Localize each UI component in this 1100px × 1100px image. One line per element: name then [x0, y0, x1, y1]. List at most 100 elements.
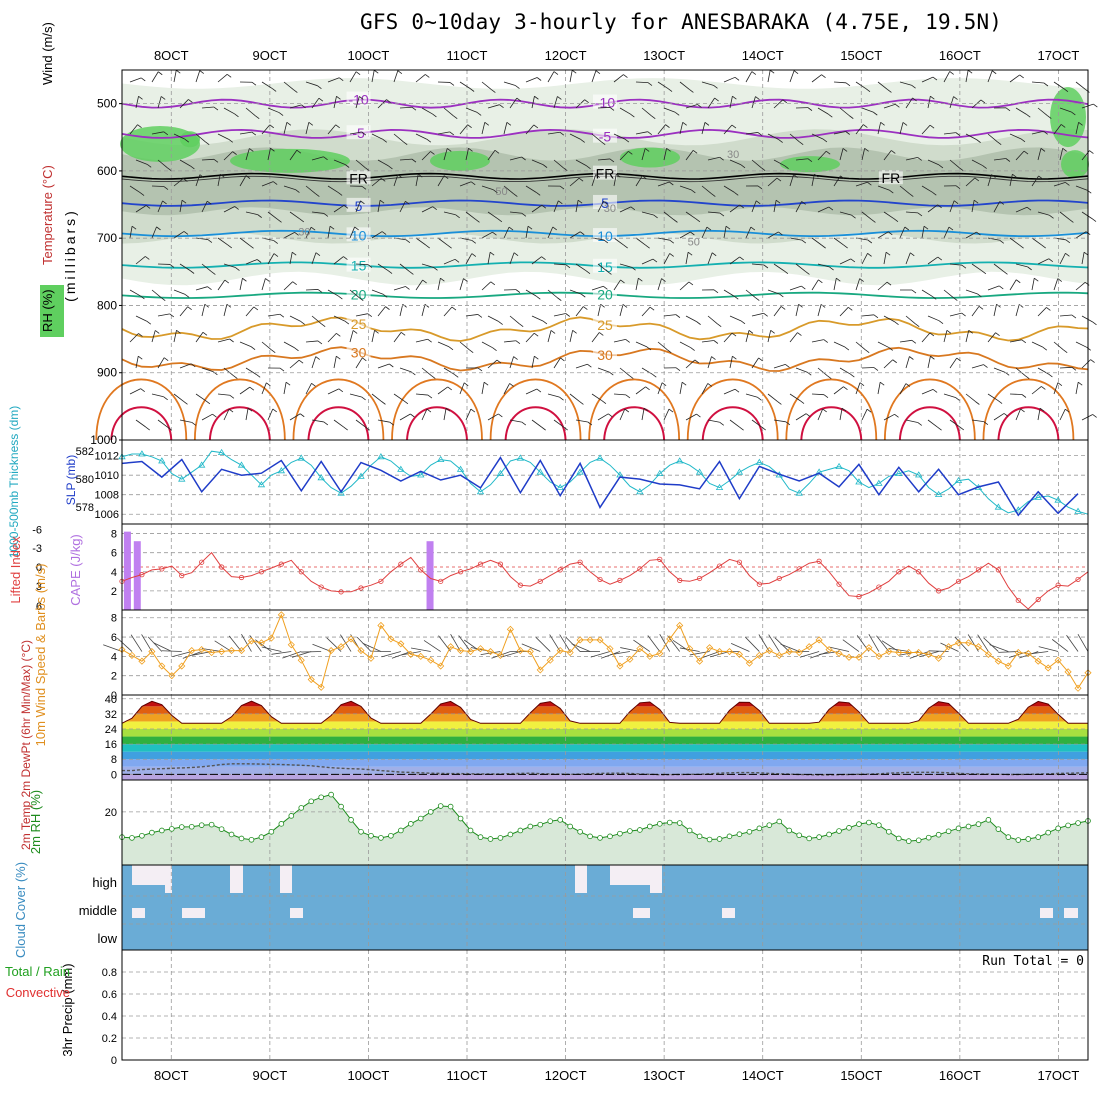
wind-barb — [729, 356, 733, 369]
wind-barb-flag — [565, 264, 571, 269]
wind-barb-flag — [609, 158, 615, 163]
wind-barb-flag — [757, 132, 763, 136]
wind-barb — [773, 99, 784, 109]
rh-high-patch — [780, 156, 840, 173]
wind-barb — [591, 133, 602, 143]
wind-barb — [1037, 307, 1047, 317]
wind-speed-marker — [476, 645, 485, 653]
wind-barb-flag — [1062, 349, 1068, 354]
wind-barb-flag — [704, 122, 710, 126]
wind-barb — [151, 185, 165, 187]
lifted-index-marker — [916, 569, 922, 575]
wind-barb-flag — [1019, 74, 1024, 79]
wind-barb — [195, 237, 208, 240]
wind-barb — [289, 413, 301, 421]
wind-barb-flag — [446, 148, 452, 152]
wind-barb — [267, 211, 278, 220]
wind-barb-flag — [967, 69, 973, 74]
isotherm-30-loop — [193, 378, 286, 441]
wind-barb-10m — [667, 635, 681, 652]
wind-barb-flag — [1049, 214, 1054, 219]
temp-tick-label: 8 — [111, 754, 117, 766]
wind-barb — [949, 357, 958, 369]
wind-barb — [217, 393, 230, 396]
lifted-index-marker — [637, 566, 643, 572]
wind-barb-flag — [675, 314, 681, 318]
wind-barb-flag — [955, 185, 961, 190]
rh2m-marker — [1035, 834, 1042, 840]
wind-speed-marker — [566, 648, 574, 657]
lifted-index-marker — [139, 572, 145, 578]
wind-barb — [415, 279, 423, 291]
rh-high-patch — [1050, 87, 1086, 148]
x-tick-label-top: 15OCT — [840, 48, 882, 63]
thickness-marker — [875, 479, 883, 486]
wind-barb-flag — [763, 312, 768, 317]
wind-barb — [1015, 304, 1020, 317]
wind-barb — [701, 226, 708, 239]
rh2m-marker — [905, 838, 912, 844]
wind-barb-flag — [692, 150, 698, 154]
lifted-index-marker — [1055, 582, 1061, 588]
wind-barb-flag — [317, 289, 323, 293]
rh2m-marker — [238, 835, 245, 842]
x-tick-label-bottom: 11OCT — [447, 1068, 488, 1083]
wind-barb — [745, 71, 753, 83]
wind-barb-flag — [706, 226, 712, 231]
wind-barb-flag — [661, 382, 667, 387]
wind-barb — [1053, 278, 1059, 291]
wind-barb-flag — [181, 199, 187, 204]
wind-speed-marker — [895, 648, 903, 657]
wind-barb — [393, 70, 399, 83]
wind-barb — [311, 97, 320, 109]
wind-barb — [223, 206, 235, 213]
temp-tick-label: 0 — [111, 769, 117, 781]
wind-barb — [289, 252, 293, 265]
wind-barb-flag — [498, 321, 503, 325]
wind-barb-flag — [354, 226, 359, 231]
lifted-index-marker — [438, 578, 444, 584]
cloud-mid-cover — [1064, 908, 1078, 918]
wind-speed-marker — [307, 675, 315, 684]
wind-barb-flag — [228, 408, 234, 413]
wind-barb — [487, 413, 499, 421]
wind-barb-flag — [387, 270, 393, 274]
isotherm-label-bg — [593, 347, 617, 362]
wind-barb — [833, 131, 846, 135]
wind-barb — [399, 106, 413, 109]
wind-barb — [289, 104, 302, 109]
wind-barb-flag — [895, 103, 900, 108]
wind-barb-10m — [829, 646, 850, 652]
wind-barb-flag — [652, 373, 657, 378]
wind-barb — [707, 356, 712, 369]
thickness-marker — [516, 454, 525, 461]
wind-barb-flag — [1071, 314, 1077, 319]
wind-barb — [547, 330, 552, 343]
wind-barb — [905, 419, 918, 423]
wind-barb-flag — [1091, 218, 1097, 222]
wind-barb-flag — [298, 359, 304, 364]
wind-barb — [877, 122, 882, 135]
wind-barb-flag — [667, 88, 673, 92]
cloud-mid-cover — [633, 908, 650, 918]
wind-barb — [267, 148, 271, 161]
wind-barb — [745, 330, 750, 343]
wind-barb — [811, 339, 824, 343]
wind-barb — [151, 131, 164, 135]
wind-barb-flag — [958, 167, 964, 172]
x-tick-label-top: 10OCT — [347, 48, 389, 63]
lifted-index-marker — [537, 578, 543, 584]
rh2m-marker — [627, 828, 633, 834]
wind-barb — [239, 237, 250, 246]
wind-speed-marker — [257, 639, 265, 647]
wind-barb — [509, 211, 522, 214]
wind-barb-flag — [491, 89, 496, 93]
wind-barb-flag — [689, 89, 694, 93]
thickness-marker — [1054, 496, 1062, 503]
wind-barb — [877, 341, 889, 348]
wind-barb — [943, 330, 948, 343]
wind-barb — [767, 289, 780, 295]
wind-barb-flag — [1041, 386, 1046, 390]
rh2m-marker — [398, 827, 404, 834]
wind-barb — [481, 122, 486, 135]
